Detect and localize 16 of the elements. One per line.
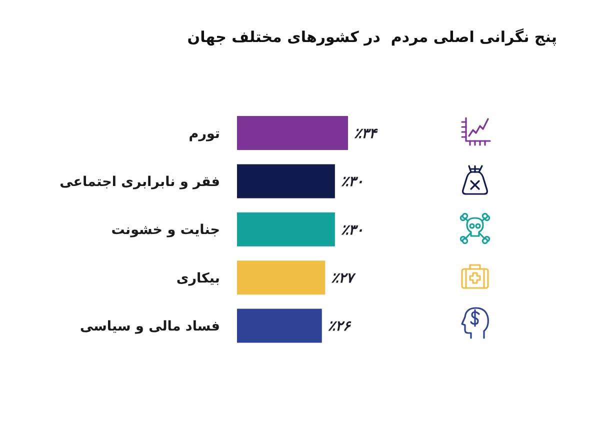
y-tick-label: جنایت و خشونت [111,222,220,238]
y-tick-label: فساد مالی و سیاسی [80,318,220,335]
bar [237,116,348,150]
bar [237,164,335,198]
data-label: ٪۳۰ [340,174,364,190]
data-label: ٪۲۷ [331,270,356,286]
chart-title: پنج نگرانی اصلی مردم در کشورهای مختلف جهان [187,28,557,46]
y-tick-label: تورم [188,126,220,142]
data-label: ٪۳۴ [354,126,378,142]
y-tick-label: فقر و نابرابری اجتماعی [60,174,220,190]
bar [237,212,335,246]
y-tick-label: بیکاری [176,270,220,286]
data-label: ٪۲۶ [328,318,352,335]
bar [237,260,326,295]
bar [237,308,322,343]
data-label: ٪۳۰ [340,222,364,238]
